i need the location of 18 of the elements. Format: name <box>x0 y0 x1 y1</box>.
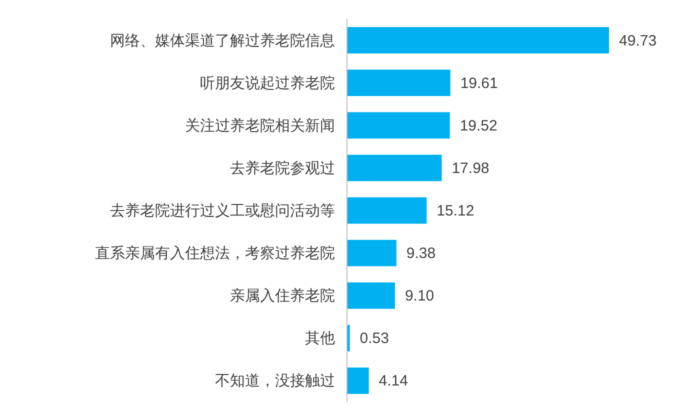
data-label: 15.12 <box>436 202 474 220</box>
data-label: 9.38 <box>406 245 436 262</box>
data-label: 4.14 <box>378 372 408 390</box>
data-label: 49.73 <box>619 32 657 50</box>
y-tick-label: 关注过养老院相关新闻 <box>185 116 335 134</box>
y-tick-label: 不知道，没接触过 <box>215 372 335 390</box>
y-tick-label: 去养老院参观过 <box>230 158 335 177</box>
data-label: 19.52 <box>460 117 498 134</box>
y-tick-label: 听朋友说起过养老院 <box>200 74 335 92</box>
y-tick-label: 直系亲属有入住想法，考察过养老院 <box>95 244 335 262</box>
y-tick-label: 亲属入住养老院 <box>230 286 335 305</box>
y-tick-label: 去养老院进行过义工或慰问活动等 <box>110 202 335 220</box>
data-label: 9.10 <box>404 288 434 305</box>
data-label: 17.98 <box>452 160 490 177</box>
y-tick-label: 其他 <box>305 329 335 348</box>
data-label: 19.61 <box>460 74 498 92</box>
y-tick-label: 网络、媒体渠道了解过养老院信息 <box>110 31 335 50</box>
data-label: 0.53 <box>360 330 389 348</box>
